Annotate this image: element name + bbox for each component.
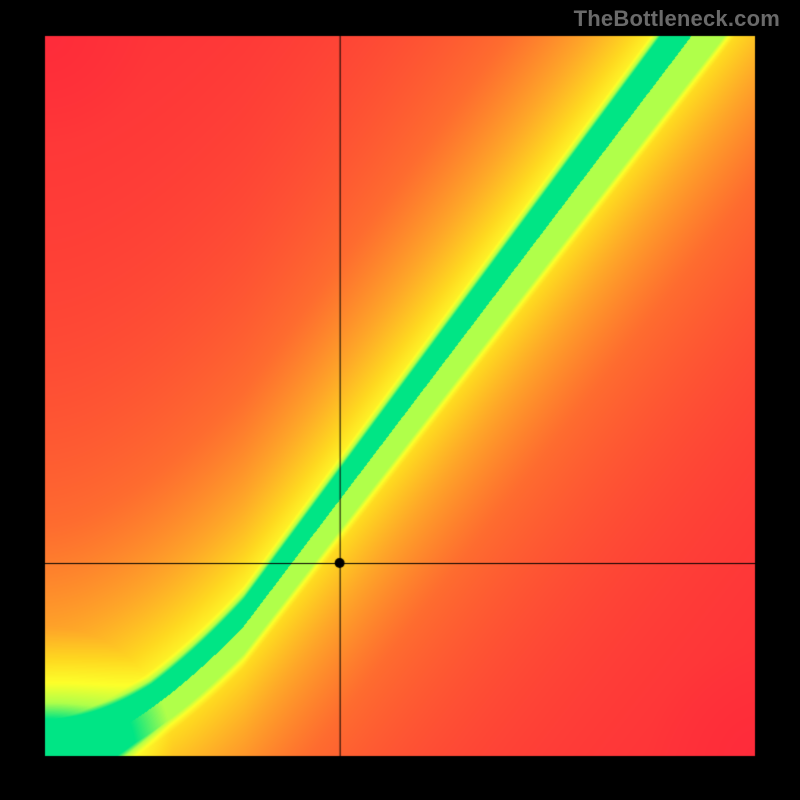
watermark: TheBottleneck.com	[574, 6, 780, 32]
chart-container: TheBottleneck.com	[0, 0, 800, 800]
heatmap-canvas	[0, 0, 800, 800]
